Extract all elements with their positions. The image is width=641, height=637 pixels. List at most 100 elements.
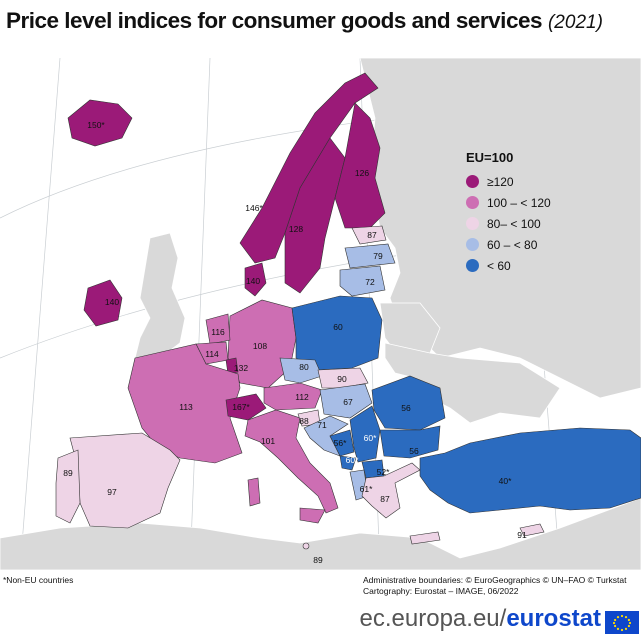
turkey bbox=[419, 427, 641, 514]
label-LV: 79 bbox=[373, 251, 383, 261]
label-FR: 113 bbox=[179, 402, 193, 412]
finland bbox=[334, 102, 386, 229]
austria bbox=[263, 382, 323, 411]
label-FI: 126 bbox=[355, 168, 369, 178]
label-RO: 56 bbox=[401, 403, 411, 413]
label-NO: 146* bbox=[245, 203, 263, 213]
sicily bbox=[299, 507, 326, 524]
label-EE: 87 bbox=[367, 230, 377, 240]
denmark bbox=[244, 262, 267, 297]
label-SI: 88 bbox=[299, 416, 309, 426]
sardinia bbox=[247, 477, 261, 507]
label-MT: 89 bbox=[313, 555, 323, 565]
brand-bar: ec.europa.eu/eurostat bbox=[0, 603, 641, 637]
romania bbox=[371, 375, 446, 431]
label-SK: 90 bbox=[337, 374, 347, 384]
latvia bbox=[344, 243, 396, 269]
estonia bbox=[351, 225, 387, 245]
crete bbox=[409, 531, 441, 545]
credits-cartography: Cartography: Eurostat – IMAGE, 06/2022 bbox=[363, 586, 519, 596]
legend-label: 100 – < 120 bbox=[487, 195, 551, 210]
label-SE: 128 bbox=[289, 224, 303, 234]
portugal bbox=[55, 449, 81, 524]
label-BG: 56 bbox=[409, 446, 419, 456]
serbia bbox=[349, 405, 381, 463]
eu-stars-icon bbox=[612, 614, 632, 631]
label-RS: 60* bbox=[364, 433, 377, 443]
label-PT: 89 bbox=[63, 468, 73, 478]
ireland bbox=[83, 279, 123, 327]
legend-swatch bbox=[466, 217, 479, 230]
europe-map: 150* 146* 128 126 87 79 72 140 140 116 1… bbox=[0, 58, 641, 570]
luxembourg bbox=[225, 357, 239, 375]
label-LT: 72 bbox=[365, 277, 375, 287]
title-text: Price level indices for consumer goods a… bbox=[6, 8, 542, 33]
label-CH: 167* bbox=[232, 402, 250, 412]
label-AT: 112 bbox=[295, 392, 309, 402]
montenegro bbox=[339, 455, 357, 471]
label-IS: 150* bbox=[87, 120, 105, 130]
label-HU: 67 bbox=[343, 397, 353, 407]
france bbox=[127, 343, 243, 464]
north-africa-middle-east bbox=[0, 497, 641, 570]
sweden bbox=[284, 137, 346, 294]
legend: EU=100 ≥120 100 – < 120 80– < 100 60 – <… bbox=[466, 150, 576, 276]
ukraine bbox=[384, 342, 561, 424]
cyprus bbox=[519, 523, 545, 537]
legend-label: ≥120 bbox=[487, 174, 514, 189]
legend-swatch bbox=[466, 238, 479, 251]
label-LU: 132 bbox=[234, 363, 248, 373]
legend-item: 80– < 100 bbox=[466, 213, 576, 234]
legend-label: 60 – < 80 bbox=[487, 237, 538, 252]
czechia bbox=[279, 357, 323, 384]
label-DK: 140 bbox=[246, 276, 260, 286]
bosnia-herzegovina bbox=[329, 429, 355, 457]
legend-label: < 60 bbox=[487, 258, 511, 273]
legend-title: EU=100 bbox=[466, 150, 514, 165]
label-NL: 116 bbox=[211, 327, 225, 337]
legend-swatch bbox=[466, 196, 479, 209]
greece bbox=[361, 462, 421, 519]
credits-boundaries: Administrative boundaries: © EuroGeograp… bbox=[363, 575, 627, 585]
italy bbox=[244, 409, 339, 514]
label-PL: 60 bbox=[333, 322, 343, 332]
label-HR: 71 bbox=[317, 420, 327, 430]
legend-label: 80– < 100 bbox=[487, 216, 541, 231]
brand-logo[interactable]: ec.europa.eu/eurostat bbox=[360, 605, 601, 633]
eu-flag-icon bbox=[605, 611, 639, 634]
legend-swatch bbox=[466, 175, 479, 188]
legend-item: 60 – < 80 bbox=[466, 234, 576, 255]
label-ES: 97 bbox=[107, 487, 117, 497]
label-ME: 60* bbox=[346, 455, 359, 465]
label-IT: 101 bbox=[261, 436, 275, 446]
lithuania bbox=[339, 265, 386, 297]
label-CZ: 80 bbox=[299, 362, 309, 372]
iceland bbox=[67, 99, 133, 147]
value-labels: 150* 146* 128 126 87 79 72 140 140 116 1… bbox=[63, 120, 527, 565]
bulgaria bbox=[379, 425, 441, 459]
label-DE: 108 bbox=[253, 341, 267, 351]
brand-name: eurostat bbox=[506, 605, 601, 632]
label-CY: 91 bbox=[517, 530, 527, 540]
label-AL: 61* bbox=[360, 484, 373, 494]
label-TR: 40* bbox=[499, 476, 512, 486]
label-GR: 87 bbox=[380, 494, 390, 504]
legend-item: ≥120 bbox=[466, 171, 576, 192]
netherlands bbox=[205, 313, 231, 345]
label-BE: 114 bbox=[205, 349, 219, 359]
map: 150* 146* 128 126 87 79 72 140 140 116 1… bbox=[0, 58, 641, 570]
label-IE: 140 bbox=[105, 297, 119, 307]
poland bbox=[291, 295, 383, 371]
legend-item: 100 – < 120 bbox=[466, 192, 576, 213]
title-year: (2021) bbox=[547, 12, 603, 33]
legend-swatch bbox=[466, 259, 479, 272]
hungary bbox=[319, 383, 373, 419]
norway bbox=[239, 72, 379, 264]
legend-item: < 60 bbox=[466, 255, 576, 276]
footnote: *Non-EU countries bbox=[3, 575, 74, 585]
label-MK: 52* bbox=[377, 467, 390, 477]
brand-domain: ec.europa.eu/ bbox=[359, 605, 507, 632]
malta bbox=[302, 542, 310, 550]
non-data-land bbox=[0, 58, 641, 570]
switzerland bbox=[225, 393, 267, 421]
